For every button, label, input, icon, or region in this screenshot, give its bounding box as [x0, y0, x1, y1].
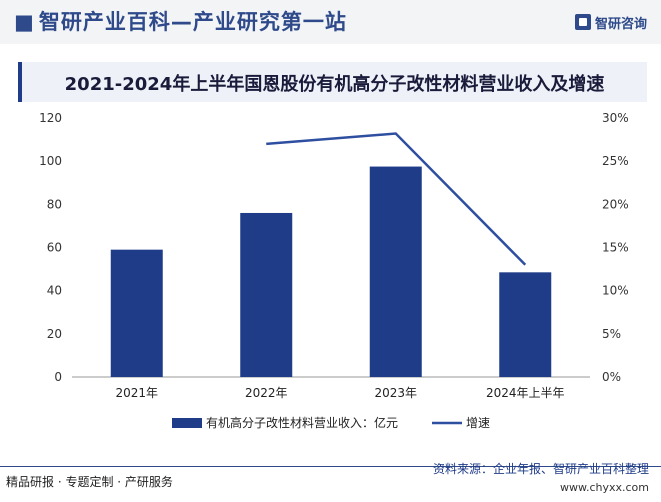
y-left-tick-label: 20 [47, 327, 62, 341]
y-right-tick-label: 30% [602, 111, 629, 125]
legend-bar-swatch [172, 418, 202, 428]
legend-line-label: 增速 [466, 416, 490, 430]
bar [499, 272, 552, 377]
x-tick-label: 2021年 [115, 386, 158, 400]
y-left-tick-label: 0 [54, 370, 62, 384]
x-tick-label: 2022年 [245, 386, 288, 400]
y-left-tick-label: 80 [47, 197, 62, 211]
x-tick-label: 2024年上半年 [486, 386, 565, 400]
chart-canvas: 0 20 40 60 80 100 120 0% 5% 10% 15% 20% 25% 30% 2021年 2… [39, 111, 629, 430]
brand-logo: 智研咨询 [574, 12, 647, 32]
footer-source: 资料来源：企业年报、智研产业百科整理 www.chyxx.com [433, 460, 649, 494]
logo-text: 智研咨询 [594, 16, 647, 32]
source-text: 资料来源：企业年报、智研产业百科整理 [432, 462, 649, 476]
source-url: www.chyxx.com [559, 481, 649, 494]
y-right-tick-label: 20% [602, 197, 629, 211]
bar [110, 249, 163, 377]
footer-divider [0, 466, 661, 467]
y-right-tick-label: 10% [602, 284, 629, 298]
y-left-tick-label: 60 [47, 241, 62, 255]
x-tick-label: 2023年 [374, 386, 417, 400]
chart-title: 2021-2024年上半年国恩股份有机高分子改性材料营业收入及增速 [64, 74, 605, 95]
site-title: ■ 智研产业百科—产业研究第一站 [14, 6, 347, 36]
y-left-tick-label: 100 [39, 154, 62, 168]
legend-bar-label: 有机高分子改性材料营业收入：亿元 [206, 415, 398, 430]
y-right-tick-label: 25% [602, 154, 629, 168]
y-right-tick-label: 0% [602, 370, 621, 384]
title-bullet-icon: ■ [14, 10, 35, 34]
bar [369, 166, 422, 377]
footer-tagline: 精品研报 · 专题定制 · 产研服务 [6, 475, 173, 489]
y-right-tick-label: 15% [602, 241, 629, 255]
y-right-tick-label: 5% [602, 327, 621, 341]
y-left-tick-label: 40 [47, 284, 62, 298]
logo-icon [574, 14, 591, 30]
chart-title-band: 2021-2024年上半年国恩股份有机高分子改性材料营业收入及增速 [18, 62, 647, 102]
site-title-text: 智研产业百科—产业研究第一站 [38, 10, 347, 34]
y-left-tick-label: 120 [39, 111, 62, 125]
bar [240, 212, 293, 377]
site-header: ■ 智研产业百科—产业研究第一站 智研咨询 [0, 0, 661, 44]
